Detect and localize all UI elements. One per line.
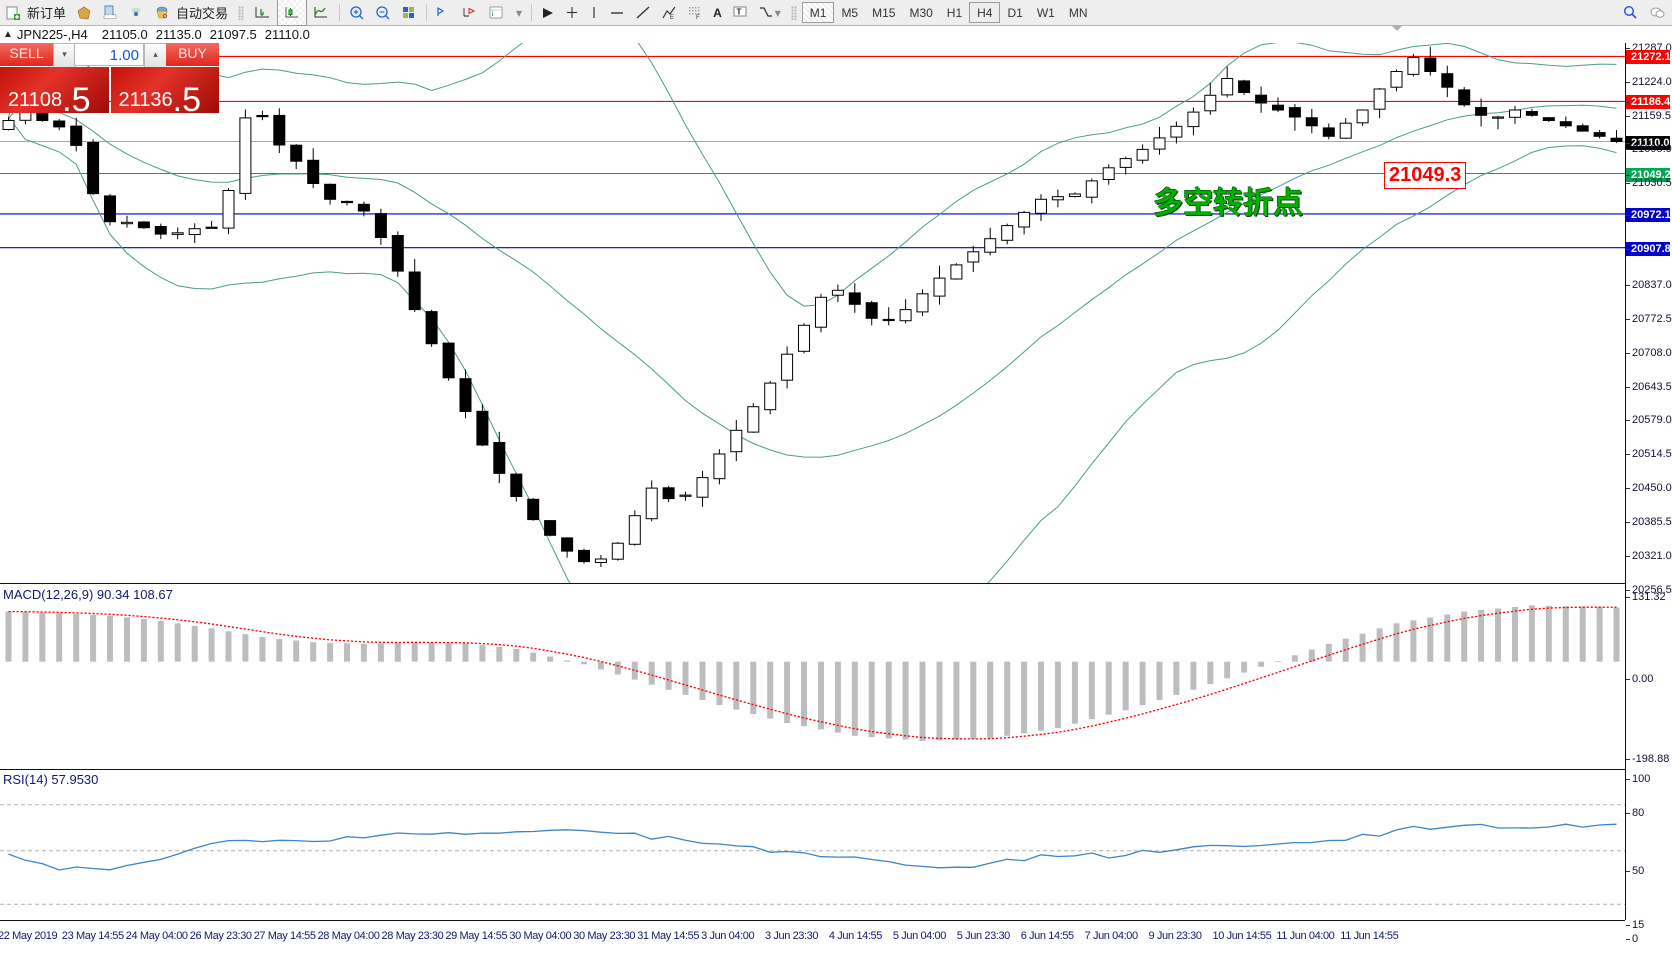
svg-text:E: E xyxy=(670,15,674,21)
svg-text:T: T xyxy=(736,7,741,16)
svg-text:F: F xyxy=(696,15,700,21)
